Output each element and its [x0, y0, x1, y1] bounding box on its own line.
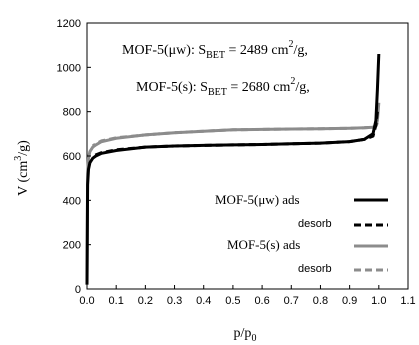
y-tick-label: 1000 — [57, 62, 81, 74]
y-tick-label: 800 — [63, 107, 81, 119]
legend-label-3: desorb — [298, 263, 332, 275]
ticks-layer: 0 200 400 600 800 1000 1200 0.0 0.1 0.2 0.3 0.4 0.5 0… — [57, 18, 416, 307]
legend-label-2: MOF-5(s) ads — [227, 237, 300, 252]
x-tick-label: 0.7 — [284, 295, 299, 307]
series-line-3 — [91, 122, 379, 148]
x-tick-label: 0.5 — [225, 295, 240, 307]
annotation-0: MOF-5(μw): SBET = 2489 cm2/g, — [122, 39, 308, 61]
y-tick-label: 600 — [63, 151, 81, 163]
x-tick-label: 0.4 — [196, 295, 211, 307]
x-tick-label: 0.2 — [138, 295, 153, 307]
y-tick-label: 200 — [63, 240, 81, 252]
x-tick-label: 0.8 — [313, 295, 328, 307]
x-tick-label: 1.0 — [371, 295, 386, 307]
y-tick-label: 0 — [75, 284, 81, 296]
x-tick-label: 0.0 — [79, 295, 94, 307]
x-tick-label: 0.1 — [109, 295, 124, 307]
y-axis-label: V (cm3/g) — [13, 140, 31, 196]
y-axis-label-tail: /g) — [16, 140, 31, 156]
annotation-layer: MOF-5(μw): SBET = 2489 cm2/g, MOF-5(s): S… — [122, 39, 310, 98]
series-layer — [85, 53, 381, 285]
x-tick-label: 0.6 — [254, 295, 269, 307]
y-tick-label: 1200 — [57, 18, 81, 30]
x-axis-label-sub: 0 — [251, 333, 256, 344]
x-axis-label: p/p0 — [234, 326, 257, 344]
legend-label-0: MOF-5(μw) ads — [215, 192, 300, 207]
x-tick-label: 0.3 — [167, 295, 182, 307]
legend-label-1: desorb — [298, 218, 332, 230]
y-axis-label-sup: 3 — [13, 156, 24, 161]
x-tick-label: 1.1 — [400, 295, 415, 307]
y-tick-label: 400 — [63, 195, 81, 207]
legend: MOF-5(μw) ads desorb MOF-5(s) ads desorb — [215, 192, 388, 275]
x-tick-label: 0.9 — [342, 295, 357, 307]
annotation-1: MOF-5(s): SBET = 2680 cm2/g, — [136, 76, 310, 98]
series-line-1 — [91, 111, 379, 159]
